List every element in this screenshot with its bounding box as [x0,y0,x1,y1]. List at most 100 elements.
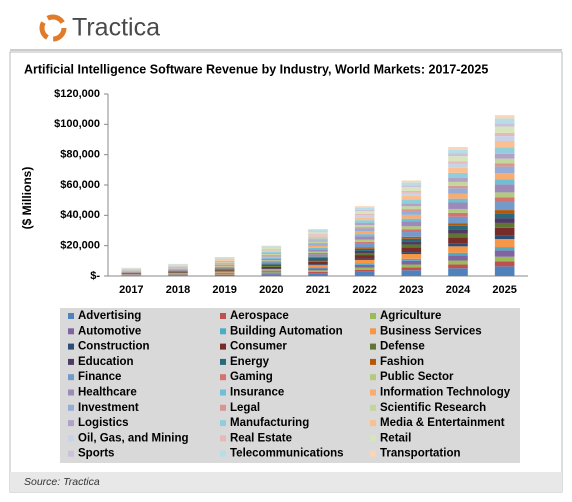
bar-segment [215,264,235,265]
bar-segment [448,178,468,182]
legend-swatch [68,420,74,426]
bar-segment [402,242,422,245]
bar-segment [402,229,422,232]
bar-segment [402,247,422,252]
bar-segment [262,258,282,259]
bar-segment [308,268,328,269]
bar-segment [308,270,328,271]
bar-segment [308,259,328,260]
bar-segment [448,150,468,154]
bar-segment [355,268,375,270]
bar-segment [355,272,375,276]
y-tick-label: $- [90,270,100,282]
bar-segment [355,208,375,210]
bar-segment [262,251,282,252]
bar-segment [402,203,422,206]
bar-segment [402,180,422,182]
bar-segment [308,257,328,258]
y-axis-label: ($ Millions) [20,167,34,230]
bar-segment [495,173,515,179]
x-tick-label: 2017 [119,284,143,296]
bar-segment [308,268,328,270]
x-tick-label: 2025 [492,284,516,296]
bar-segment [308,242,328,243]
bar-segment [308,272,328,273]
x-tick-label: 2021 [306,284,330,296]
bar-segment [308,258,328,259]
legend-label: Construction [78,341,150,353]
bar-segment [215,267,235,268]
legend-swatch [220,328,226,334]
bar-segment [495,123,515,126]
bar-segment [448,253,468,256]
bar-segment [402,196,422,200]
bar-segment [448,213,468,217]
bar-segment [215,265,235,266]
legend-swatch [220,435,226,441]
legend-label: Real Estate [230,432,292,444]
bar-segment [262,267,282,269]
bar-segment [215,274,235,275]
x-tick-label: 2020 [259,284,283,296]
bar-segment [495,167,515,173]
y-tick-label: $60,000 [60,179,100,191]
bar-segment [308,248,328,249]
legend-label: Defense [380,341,425,353]
legend-label: Business Services [380,325,482,337]
bar-segment [308,235,328,236]
chart-title: Artificial Intelligence Software Revenue… [24,62,488,76]
bar-segment [308,240,328,241]
legend-swatch [370,405,376,411]
bar-segment [402,200,422,204]
x-tick-label: 2018 [166,284,190,296]
bar-segment [355,217,375,220]
bar-segment [402,252,422,254]
bar-segment [402,187,422,191]
bar-segment [495,126,515,132]
legend-label: Information Technology [380,387,511,399]
bar-segment [495,262,515,267]
bar-segment [448,161,468,164]
bar-segment [355,214,375,215]
y-tick-label: $40,000 [60,209,100,221]
bar-segment [215,275,235,276]
bar-segment [215,270,235,271]
y-tick-label: $80,000 [60,149,100,161]
bar-segment [448,193,468,198]
bar-segment [448,261,468,265]
bar-segment [355,223,375,225]
bar-segment [262,252,282,253]
bar-segment [355,253,375,255]
legend-label: Aerospace [230,310,289,322]
bar-segment [215,269,235,270]
bar-segment [262,250,282,251]
bar-segment [262,271,282,272]
bar-segment [215,273,235,274]
bar-segment [262,260,282,261]
legend-swatch [220,374,226,380]
bar-segment [495,136,515,141]
bar-segment [308,253,328,254]
bar-segment [495,228,515,236]
bar-segment [448,203,468,209]
bar-segment [308,246,328,248]
bar-segment [402,254,422,259]
bar-segment [262,265,282,266]
legend-swatch [370,435,376,441]
bar-segment [495,180,515,185]
bar-segment [355,263,375,264]
bar-segment [448,255,468,260]
x-tick-label: 2022 [352,284,376,296]
bar-segment [308,249,328,251]
bar-segment [308,243,328,244]
legend-label: Agriculture [380,310,441,322]
legend-swatch [220,313,226,319]
bar-segment [495,159,515,164]
bar-segment [262,246,282,247]
bar-segment [308,260,328,261]
legend-label: Consumer [230,341,287,353]
bar-segment [495,115,515,118]
bar-segment [448,268,468,276]
bar-segment [308,244,328,246]
bar-segment [402,215,422,219]
